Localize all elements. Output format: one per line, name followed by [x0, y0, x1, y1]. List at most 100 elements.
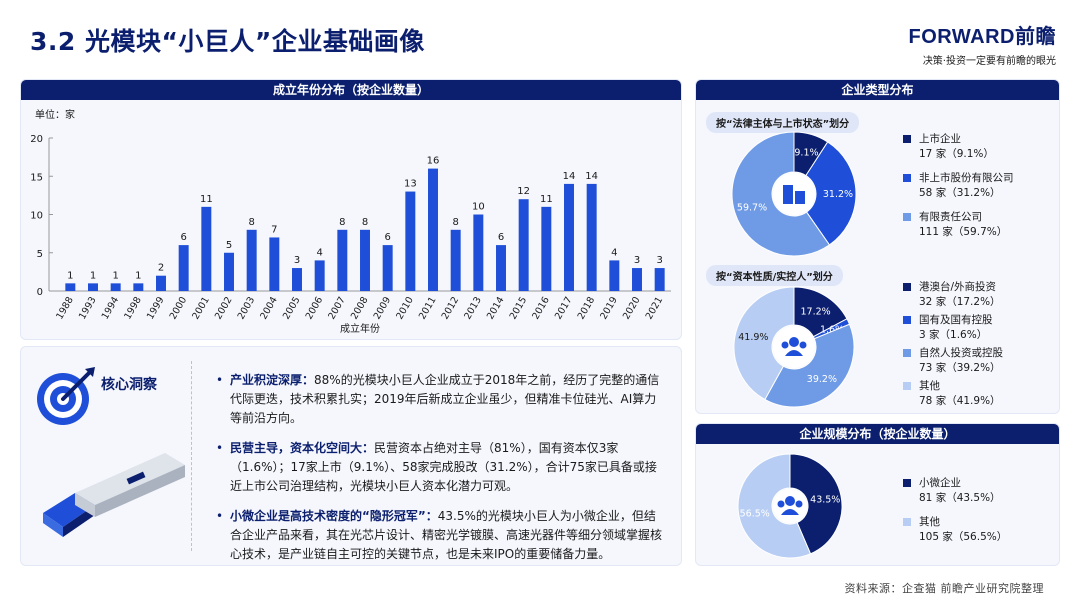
bar-value-label: 2 [158, 263, 164, 274]
brand-logo: FORWARD前瞻 决策·投资一定要有前瞻的眼光 [909, 20, 1056, 67]
x-tick-label: 1994 [100, 295, 122, 321]
bar-1998 [133, 283, 144, 291]
x-tick-label: 2005 [281, 295, 303, 321]
x-tick-label: 2019 [598, 295, 620, 321]
x-tick-label: 2003 [236, 295, 258, 321]
pie-slice-label: 9.1% [794, 147, 818, 158]
pie-slice-label: 17.2% [801, 306, 831, 317]
bar-2003 [246, 229, 257, 291]
bar-1999 [156, 275, 166, 291]
legend-item: 国有及国有控股 3 家（1.6%） [903, 313, 1003, 343]
x-tick-label: 2011 [417, 295, 439, 321]
legend-name: 上市企业 [919, 133, 961, 145]
x-tick-label: 2002 [213, 295, 235, 321]
pie-slice-2 [731, 131, 831, 257]
legend-swatch [903, 349, 911, 357]
page-title: 3.2 光模块“小巨人”企业基础画像 [30, 27, 425, 56]
legend-value: 32 家（17.2%） [919, 296, 1001, 308]
x-tick-label: 2021 [644, 295, 666, 321]
bar-2013 [473, 214, 484, 291]
bar-2015 [518, 199, 529, 291]
legend-name: 其他 [919, 516, 940, 528]
bar-value-label: 8 [339, 217, 345, 228]
insight-heading: 民营主导，资本化空间大： [230, 441, 375, 455]
bar-value-label: 12 [517, 186, 530, 197]
building-block [795, 191, 805, 204]
bar-value-label: 6 [498, 232, 504, 243]
pie-slice-1 [805, 141, 857, 246]
capital-nature-pie: 17.2% 1.6% 39.2% 41.9% [733, 286, 855, 408]
bar-1993 [88, 283, 98, 291]
x-tick-label: 2013 [462, 295, 484, 321]
enterprise-scale-panel: 企业规模分布（按企业数量） 43.5% 56.5% 小微企业 81 家（43.5%… [695, 423, 1060, 566]
enterprise-type-title: 企业类型分布 [696, 80, 1059, 100]
legend-swatch [903, 316, 911, 324]
insight-item: • 民营主导，资本化空间大：民营资本占绝对主导（81%），国有资本仅3家（1.6… [216, 439, 666, 496]
pie-slice-2 [764, 323, 855, 408]
legend-item: 港澳台/外商投资 32 家（17.2%） [903, 280, 1003, 310]
bar-2001 [201, 206, 212, 291]
bar-value-label: 14 [563, 171, 576, 182]
insight-text: 88%的光模块小巨人企业成立于2018年之前，经历了完整的通信代际更迭，技术积累… [230, 373, 660, 425]
x-tick-label: 2010 [394, 295, 416, 321]
pie-slice-1 [737, 453, 812, 559]
y-tick-label: 5 [37, 249, 43, 260]
x-tick-label: 2009 [372, 295, 394, 321]
brand-slogan: 决策·投资一定要有前瞻的眼光 [922, 56, 1056, 67]
bar-value-label: 13 [404, 179, 417, 190]
x-tick-label: 2014 [485, 295, 507, 321]
bar-2000 [178, 245, 189, 291]
bar-2009 [382, 245, 393, 291]
legend-item: 其他 105 家（56.5%） [903, 515, 1007, 545]
bar-value-label: 4 [611, 247, 617, 258]
legal-status-legend: 上市企业 17 家（9.1%） 非上市股份有限公司 58 家（31.2%） 有限… [903, 132, 1014, 249]
bar-value-label: 4 [316, 247, 322, 258]
legend-value: 73 家（39.2%） [919, 362, 1001, 374]
person-body [785, 350, 803, 356]
people-icon [777, 496, 803, 515]
insight-list: • 产业积淀深厚：88%的光模块小巨人企业成立于2018年之前，经历了完整的通信… [216, 371, 666, 575]
bar-2016 [541, 206, 552, 291]
insight-heading: 产业积淀深厚： [230, 373, 315, 387]
bar-2008 [360, 229, 370, 291]
bar-2017 [564, 183, 574, 291]
y-tick-label: 0 [37, 287, 43, 298]
legal-status-label: 按“法律主体与上市状态”划分 [706, 112, 860, 133]
y-tick-label: 15 [30, 172, 43, 183]
bar-value-label: 11 [200, 194, 213, 205]
x-tick-label: 1993 [77, 295, 99, 321]
bar-2012 [450, 229, 461, 291]
legend-value: 17 家（9.1%） [919, 148, 994, 160]
bar-1988 [65, 283, 76, 291]
x-tick-label: 1998 [122, 295, 144, 321]
bar-value-label: 7 [271, 224, 277, 235]
people-icon [781, 337, 807, 356]
legend-value: 111 家（59.7%） [919, 226, 1008, 238]
enterprise-scale-title: 企业规模分布（按企业数量） [696, 424, 1059, 444]
legend-name: 其他 [919, 380, 940, 392]
bar-value-label: 1 [67, 270, 73, 281]
legend-name: 有限责任公司 [919, 211, 982, 223]
legend-value: 81 家（43.5%） [919, 492, 1001, 504]
capital-nature-legend: 港澳台/外商投资 32 家（17.2%） 国有及国有控股 3 家（1.6%） 自… [903, 280, 1003, 412]
x-axis-label: 成立年份 [340, 322, 380, 335]
enterprise-scale-legend: 小微企业 81 家（43.5%） 其他 105 家（56.5%） [903, 476, 1007, 554]
x-tick-label: 2018 [576, 295, 598, 321]
legend-swatch [903, 174, 911, 182]
bar-value-label: 3 [634, 255, 640, 266]
bar-2011 [428, 168, 438, 291]
founding-year-panel: 成立年份分布（按企业数量） 单位：家 0 5 10 15 20 1 1988 1 1993 1 199… [20, 79, 682, 340]
bar-value-label: 10 [472, 202, 485, 213]
person-head [785, 496, 795, 506]
pie-center [773, 173, 815, 215]
capital-nature-label: 按“资本性质/实控人”划分 [706, 265, 843, 286]
insight-item: • 小微企业是高技术密度的“隐形冠军”：43.5%的光模块小巨人为小微企业，但结… [216, 507, 666, 564]
enterprise-type-panel: 企业类型分布 按“法律主体与上市状态”划分 9.1% 31.2% 59.7% 上市企… [695, 79, 1060, 414]
x-tick-label: 1988 [54, 295, 76, 321]
legend-item: 其他 78 家（41.9%） [903, 379, 1003, 409]
bullet-icon: • [216, 441, 224, 455]
building-block [783, 185, 793, 204]
insight-text: 43.5%的光模块小巨人为小微企业，但结合企业产品来看，其在光芯片设计、精密光学… [230, 509, 663, 561]
pie-slice-label: 1.6% [820, 325, 844, 336]
bar-2021 [654, 268, 665, 291]
